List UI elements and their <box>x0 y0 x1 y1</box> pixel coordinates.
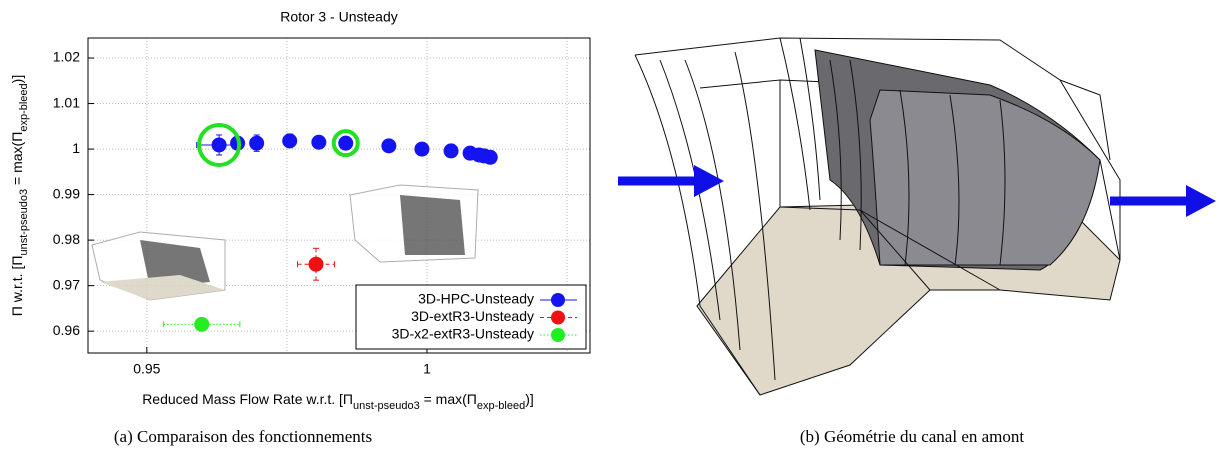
axis-label-part: Reduced Mass Flow Rate w.r.t. [Π <box>142 391 353 407</box>
data-point <box>211 137 227 153</box>
y-tick-label: 1 <box>72 140 80 156</box>
axis-label-part: unst-pseudo3 <box>18 189 30 256</box>
legend-label: 3D-HPC-Unsteady <box>418 291 534 307</box>
data-point <box>249 135 265 151</box>
legend-label: 3D-extR3-Unsteady <box>411 308 534 324</box>
axis-label-part: )] <box>525 391 534 407</box>
axis-label: Reduced Mass Flow Rate w.r.t. [Πunst-pse… <box>142 391 534 412</box>
y-tick-label: 0.97 <box>53 276 80 292</box>
data-point <box>311 134 327 150</box>
data-point <box>482 149 498 165</box>
caption: (b) Géométrie du canal en amont <box>800 427 1024 446</box>
caption: (a) Comparaison des fonctionnements <box>114 427 372 446</box>
legend-label: 3D-x2-extR3-Unsteady <box>392 326 534 342</box>
axis-label-part: )] <box>9 75 25 84</box>
y-tick-label: 0.96 <box>53 322 80 338</box>
x-tick-label: 1 <box>423 361 431 377</box>
plot: 0.96 0.97 0.98 0.99 1 1.01 1.02 0.95 1 Rotor 3 - … <box>9 9 591 412</box>
data-point <box>443 143 459 159</box>
y-tick-label: 1.01 <box>53 94 80 110</box>
axis-label: Π w.r.t. [Πunst-pseudo3 = max(Πexp-bleed… <box>9 75 30 316</box>
legend-marker <box>551 293 565 307</box>
highlight-ring <box>331 129 360 158</box>
legend-marker <box>551 310 565 325</box>
y-tick-label: 1.02 <box>53 49 80 65</box>
data-point <box>282 133 298 149</box>
data-point <box>381 138 397 154</box>
y-tick-label: 0.98 <box>53 231 80 247</box>
data-point <box>414 141 430 157</box>
chart-title: Rotor 3 - Unsteady <box>280 9 398 25</box>
highlight-ring <box>197 122 242 167</box>
plot-frame <box>87 37 591 354</box>
x-tick-label: 0.95 <box>133 361 160 377</box>
axis-label-part: exp-bleed <box>18 83 30 131</box>
axis-label-part: exp-bleed <box>477 400 525 412</box>
axis-label-part: = max(Π <box>9 132 25 189</box>
error-bar-x <box>297 261 336 268</box>
inset-left <box>91 231 226 301</box>
data-point <box>308 256 324 272</box>
axis-label-part: Π w.r.t. [Π <box>9 256 25 317</box>
legend-marker <box>551 328 565 342</box>
error-bar-x <box>163 321 241 328</box>
data-point <box>338 135 354 151</box>
inset-right <box>349 184 479 263</box>
channel-geometry <box>618 37 1216 396</box>
data-point <box>194 316 210 332</box>
axis-label-part: = max(Π <box>420 391 477 407</box>
y-tick-label: 0.99 <box>53 185 80 201</box>
axis-label-part: unst-pseudo3 <box>353 400 420 412</box>
